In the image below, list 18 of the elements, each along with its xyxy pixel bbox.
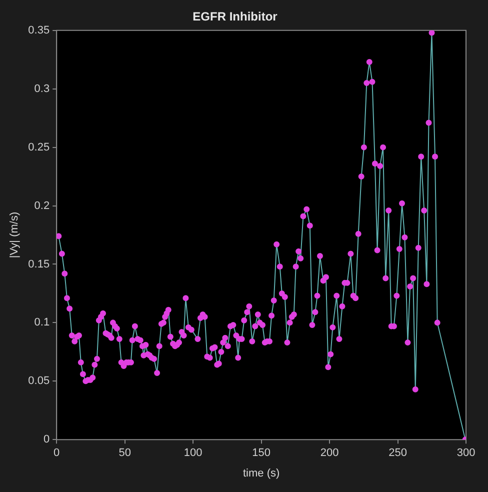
chart-title: EGFR Inhibitor xyxy=(192,10,278,24)
y-tick-label: 0.3 xyxy=(34,82,50,95)
x-tick-label: 100 xyxy=(184,447,202,460)
x-tick-label: 150 xyxy=(252,447,270,460)
y-tick-label: 0 xyxy=(43,434,50,446)
y-tick-label: 0.2 xyxy=(34,200,50,212)
y-axis-title: |Vy| (m/s) xyxy=(8,212,21,258)
x-tick-label: 50 xyxy=(118,447,131,460)
x-tick-label: 300 xyxy=(456,447,476,460)
x-tick-label: 200 xyxy=(320,447,339,460)
y-tick-label: 0.1 xyxy=(34,316,50,329)
y-tick-label: 0.05 xyxy=(28,375,50,388)
x-axis-title: time (s) xyxy=(242,467,280,480)
x-tick-label: 250 xyxy=(388,447,407,460)
x-tick-label: 0 xyxy=(54,447,60,460)
y-tick-label: 0.15 xyxy=(28,258,50,270)
y-tick-label: 0.25 xyxy=(28,141,50,154)
y-tick-label: 0.35 xyxy=(28,24,50,36)
